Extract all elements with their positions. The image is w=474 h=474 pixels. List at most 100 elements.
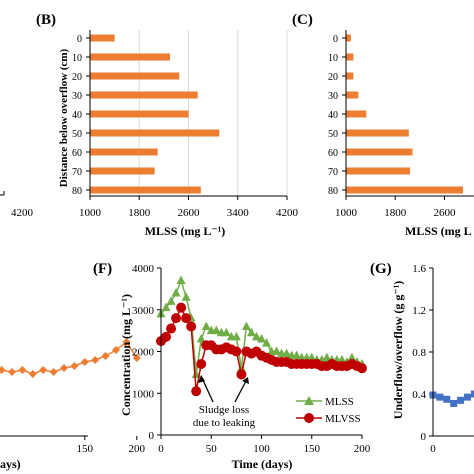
panel-b-x-tick-label: 1800 bbox=[128, 207, 151, 219]
panel-b: (B) Distance below overflow (cm) 0 10 20 30… bbox=[36, 12, 299, 238]
panel-e-point bbox=[18, 366, 27, 374]
panel-b-bar bbox=[90, 53, 171, 61]
panel-f-point-mlss bbox=[166, 296, 176, 305]
panel-f-y-axis-label: Concentration (mg L⁻¹) bbox=[119, 294, 133, 416]
panel-f-y-tick-label: 4000 bbox=[132, 263, 155, 275]
panel-e-series bbox=[0, 338, 141, 378]
panel-b-bar bbox=[90, 148, 158, 156]
panel-f-point-mlss bbox=[161, 302, 171, 312]
panel-e-x-ticks: 150 200 bbox=[77, 436, 146, 455]
panel-e-point bbox=[49, 368, 58, 376]
panel-f-letter: (F) bbox=[93, 261, 112, 277]
panel-f-point-mlvss bbox=[186, 321, 197, 332]
panel-e-point bbox=[70, 362, 79, 370]
panel-f-point-mlss bbox=[257, 333, 266, 343]
panel-f-point-mlss bbox=[272, 346, 282, 355]
panel-b-bar bbox=[90, 167, 155, 175]
panel-c-letter: (C) bbox=[292, 12, 313, 28]
panel-c-bar bbox=[346, 91, 359, 99]
panel-c-x-tick-label: 1800 bbox=[384, 207, 407, 219]
panel-b-bar bbox=[90, 186, 201, 194]
panel-f-point-mlss bbox=[292, 350, 302, 360]
annotation-arrowhead-left bbox=[198, 375, 205, 383]
panel-e-x-tick-label: 200 bbox=[129, 443, 146, 455]
annotation-arrow-right bbox=[234, 380, 247, 403]
panel-b-y-tick-label: 50 bbox=[72, 129, 82, 140]
panel-b-y-tick-label: 70 bbox=[72, 167, 82, 178]
panel-f-point-mlss bbox=[211, 325, 221, 335]
annotation-arrow-left bbox=[201, 377, 214, 403]
panel-f-point-mlss bbox=[171, 288, 181, 297]
panel-f-point-mlss bbox=[322, 352, 332, 362]
panel-b-y-tick-label: 20 bbox=[72, 72, 82, 83]
panel-g-point bbox=[464, 393, 471, 401]
panel-e-point bbox=[132, 354, 141, 362]
panel-c-y-tick-label: 30 bbox=[328, 91, 338, 102]
panel-f-y-tick-label: 2000 bbox=[132, 347, 155, 359]
panel-b-x-axis-label: MLSS (mg L⁻¹) bbox=[145, 224, 226, 238]
panel-b-x-tick-label: 3400 bbox=[227, 207, 250, 219]
panel-c-x-tick-label: 2600 bbox=[434, 207, 457, 219]
panel-c-bar bbox=[346, 148, 413, 156]
panel-e-point bbox=[39, 366, 48, 374]
annotation-line-1: Sludge loss bbox=[199, 404, 249, 416]
panel-b-y-tick-label: 40 bbox=[72, 110, 82, 121]
panel-b-bar bbox=[90, 129, 220, 137]
panel-a: 4200 bbox=[0, 191, 34, 219]
panel-c: (C) 0 10 20 30 40 50 60 70 80 1000 1800 2600 MLSS … bbox=[292, 12, 474, 238]
panel-f-x-tick-label: 0 bbox=[158, 443, 164, 455]
panel-b-x-tick-label: 2600 bbox=[178, 207, 201, 219]
panel-g-series bbox=[429, 390, 474, 407]
panel-c-bar bbox=[346, 129, 409, 137]
panel-g-point bbox=[436, 393, 444, 401]
panel-f-x-ticks: 0 50 100 150 200 bbox=[158, 435, 371, 455]
panel-b-x-tick-label: 4200 bbox=[276, 207, 299, 219]
panel-b-bar bbox=[90, 34, 115, 42]
panel-b-y-tick-label: 30 bbox=[72, 91, 82, 102]
panel-g-y-tick-label: 0.8 bbox=[412, 347, 426, 359]
panel-f-x-tick-label: 150 bbox=[304, 443, 321, 455]
panel-f-y-tick-label: 1000 bbox=[132, 388, 155, 400]
panel-f-series-mlss bbox=[156, 275, 367, 378]
panel-c-y-tick-label: 70 bbox=[328, 167, 338, 178]
panel-c-x-tick-label: 1000 bbox=[335, 207, 358, 219]
panel-g-letter: (G) bbox=[370, 261, 392, 277]
panel-b-bar bbox=[90, 110, 189, 118]
panel-f-series-mlvss bbox=[156, 302, 367, 397]
panel-f-point-mlss bbox=[221, 327, 231, 337]
panel-g-point bbox=[443, 395, 451, 403]
panel-f-point-mlss bbox=[176, 275, 186, 285]
panel-b-y-tick-label: 60 bbox=[72, 148, 82, 159]
panel-f-x-axis-label: Time (days) bbox=[232, 457, 293, 471]
panel-f-legend: MLSS MLVSS bbox=[296, 396, 361, 425]
panel-c-x-axis-label: MLSS (mg L bbox=[405, 224, 472, 238]
panel-b-y-tick-label: 0 bbox=[77, 34, 82, 45]
panel-f-point-mlss bbox=[241, 321, 251, 330]
panel-c-bar bbox=[346, 110, 367, 118]
panel-b-x-ticks: 1000 1800 2600 3400 4200 bbox=[79, 196, 299, 219]
panel-f-y-ticks: 0 1000 2000 3000 4000 bbox=[132, 263, 161, 442]
panel-e-x-axis-label: ays) bbox=[0, 457, 21, 471]
panel-f-point-mlss bbox=[307, 352, 317, 362]
panel-b-y-axis-label: Distance below overflow (cm) bbox=[58, 48, 70, 187]
panel-f-point-mlss bbox=[231, 331, 241, 341]
panel-g-point bbox=[470, 390, 474, 398]
panel-c-y-ticks: 0 10 20 30 40 50 60 70 80 bbox=[328, 34, 346, 197]
panel-b-x-tick-label: 1000 bbox=[79, 207, 102, 219]
panel-c-y-tick-label: 10 bbox=[328, 53, 338, 64]
panel-f-y-tick-label: 0 bbox=[149, 430, 155, 442]
panel-g-y-axis-label: Underflow/overflow (g g⁻¹) bbox=[391, 281, 405, 420]
panel-c-y-tick-label: 80 bbox=[328, 186, 338, 197]
panel-f-point-mlvss bbox=[357, 363, 367, 374]
panel-f-point-mlvss bbox=[231, 346, 242, 357]
panel-g-y-tick-label: 1.2 bbox=[412, 305, 426, 317]
panel-e-point bbox=[122, 338, 131, 346]
panel-a-xtick-label: 4200 bbox=[11, 207, 34, 219]
panel-f-point-mlvss bbox=[181, 313, 192, 324]
panel-f-point-mlvss bbox=[161, 331, 172, 342]
panel-b-letter: (B) bbox=[36, 12, 56, 28]
panel-f-point-mlvss bbox=[171, 313, 182, 324]
panel-c-bar bbox=[346, 167, 411, 175]
panel-f-annotation: Sludge loss due to leaking bbox=[193, 375, 256, 429]
panel-f-point-mlss bbox=[347, 352, 357, 362]
